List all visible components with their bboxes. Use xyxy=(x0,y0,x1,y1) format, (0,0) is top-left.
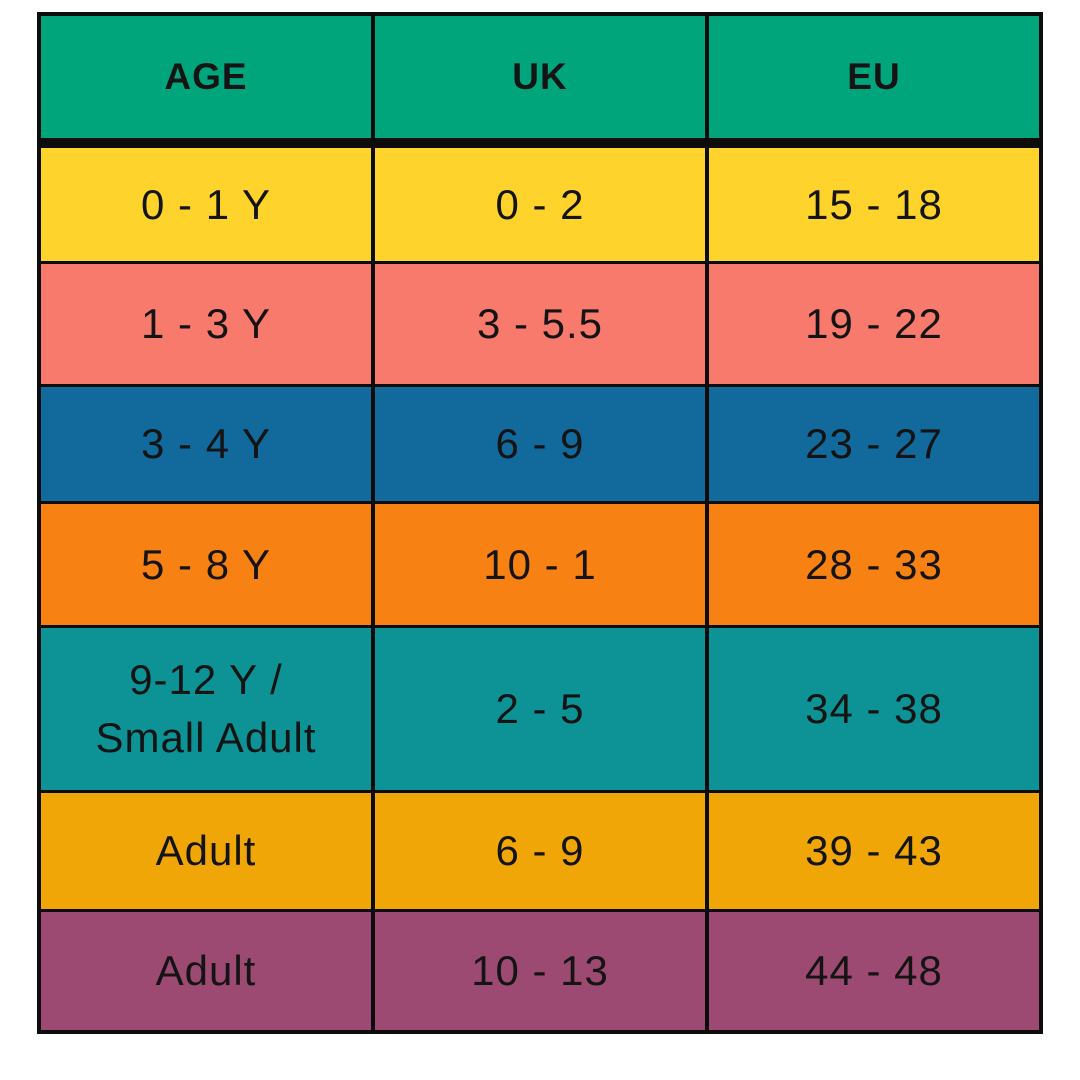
cell-uk: 0 - 2 xyxy=(371,141,709,264)
table-row: Adult 10 - 13 44 - 48 xyxy=(37,909,1043,1034)
cell-eu: 28 - 33 xyxy=(705,501,1043,628)
cell-uk: 10 - 1 xyxy=(371,501,709,628)
table-row: 0 - 1 Y 0 - 2 15 - 18 xyxy=(37,141,1043,264)
header-row: AGE UK EU xyxy=(37,12,1043,148)
cell-age: 3 - 4 Y xyxy=(37,384,375,504)
table-row: 1 - 3 Y 3 - 5.5 19 - 22 xyxy=(37,261,1043,387)
cell-uk: 3 - 5.5 xyxy=(371,261,709,387)
cell-eu: 15 - 18 xyxy=(705,141,1043,264)
cell-age: 5 - 8 Y xyxy=(37,501,375,628)
cell-uk: 6 - 9 xyxy=(371,790,709,912)
table-row: 5 - 8 Y 10 - 1 28 - 33 xyxy=(37,501,1043,628)
cell-age: 1 - 3 Y xyxy=(37,261,375,387)
header-cell-eu: EU xyxy=(705,12,1043,148)
cell-eu: 44 - 48 xyxy=(705,909,1043,1034)
cell-age: Adult xyxy=(37,790,375,912)
cell-eu: 34 - 38 xyxy=(705,625,1043,793)
cell-eu: 23 - 27 xyxy=(705,384,1043,504)
cell-age: Adult xyxy=(37,909,375,1034)
cell-eu: 19 - 22 xyxy=(705,261,1043,387)
table-row: Adult 6 - 9 39 - 43 xyxy=(37,790,1043,912)
size-chart-table: AGE UK EU 0 - 1 Y 0 - 2 15 - 18 1 - 3 Y … xyxy=(37,12,1043,1034)
cell-uk: 10 - 13 xyxy=(371,909,709,1034)
table-row: 3 - 4 Y 6 - 9 23 - 27 xyxy=(37,384,1043,504)
cell-age: 0 - 1 Y xyxy=(37,141,375,264)
table-row: 9-12 Y / Small Adult 2 - 5 34 - 38 xyxy=(37,625,1043,793)
header-cell-age: AGE xyxy=(37,12,375,148)
cell-eu: 39 - 43 xyxy=(705,790,1043,912)
header-cell-uk: UK xyxy=(371,12,709,148)
cell-uk: 6 - 9 xyxy=(371,384,709,504)
cell-age: 9-12 Y / Small Adult xyxy=(37,625,375,793)
cell-uk: 2 - 5 xyxy=(371,625,709,793)
